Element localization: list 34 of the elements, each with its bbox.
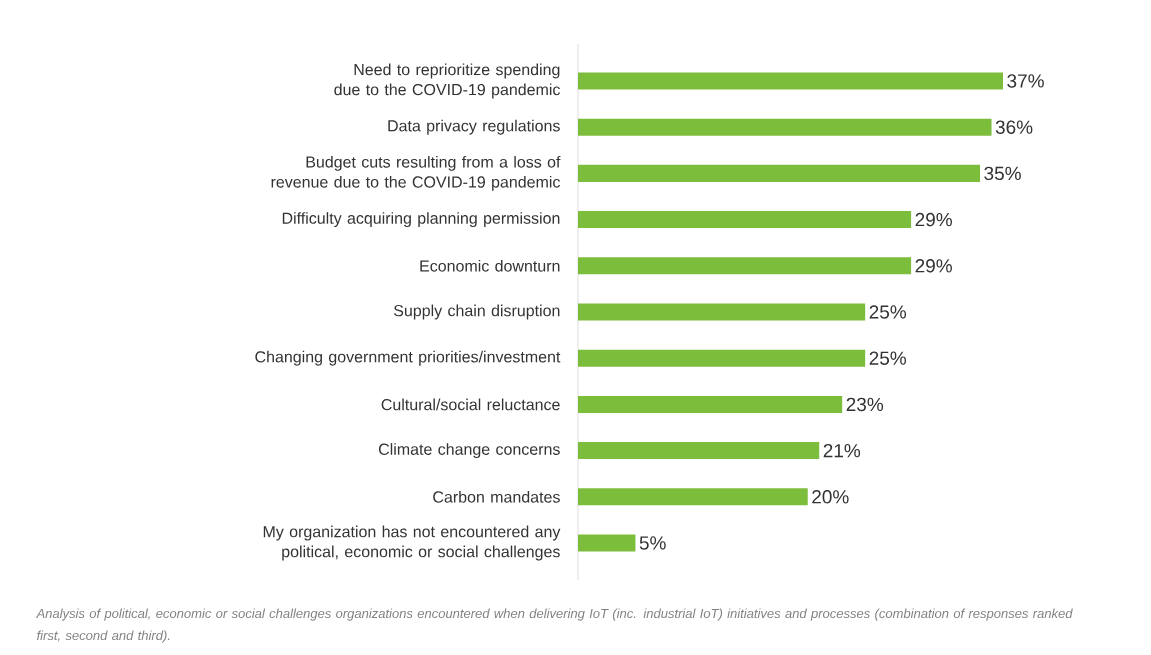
text: Analysis of political, economic or social challenges organizations encountered when delivering IoT (inc. industrial IoT) initiatives and processes (combination of responses ranked first, second and third). (35, 608, 1073, 643)
bar (578, 257, 912, 275)
bar (578, 442, 820, 460)
y-tick-label: Carbon mandates (433, 490, 560, 503)
y-tick-label: Budget cuts resulting from a loss of revenue due to the COVID-19 pandemic (271, 155, 561, 191)
data-label: 25% (869, 351, 907, 365)
data-label: 29% (915, 259, 952, 273)
y-tick-label: Cultural/social reluctance (381, 398, 560, 411)
data-label: 25% (869, 305, 907, 319)
data-label: 36% (995, 120, 1033, 134)
y-tick-label: Need to reprioritize spending due to the COVID-19 pandemic (334, 63, 561, 99)
data-label: 37% (1007, 74, 1044, 88)
bar (578, 488, 808, 506)
bar (578, 211, 912, 229)
data-label: 5% (639, 536, 666, 550)
bar (578, 72, 1003, 90)
y-tick-label: Economic downturn (420, 259, 560, 272)
y-tick-label: My organization has not encountered any political, economic or social challenges (263, 525, 561, 561)
bar (578, 349, 866, 367)
y-tick-label: Climate change concerns (378, 443, 560, 459)
data-label: 29% (915, 212, 952, 227)
bar (578, 303, 866, 321)
y-tick-label: Supply chain disruption (393, 304, 560, 320)
data-label: 35% (984, 166, 1021, 181)
data-label: 21% (823, 443, 861, 458)
data-label: 20% (812, 490, 849, 504)
bar (578, 534, 636, 552)
y-tick-label: Difficulty acquiring planning permission (282, 212, 560, 228)
bar (578, 164, 981, 182)
bar (578, 118, 992, 136)
bar (578, 395, 843, 413)
y-tick-label: Data privacy regulations (388, 119, 560, 135)
data-label: 23% (846, 397, 884, 412)
y-tick-label: Changing government priorities/investment (255, 350, 561, 366)
